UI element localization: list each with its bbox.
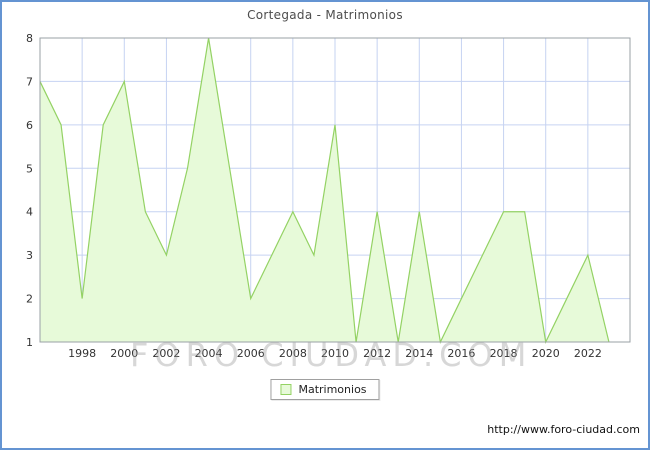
y-tick-label: 5 [26, 162, 33, 175]
x-tick-label: 2006 [237, 347, 265, 360]
y-axis-labels: 1 2 3 4 5 6 7 8 [26, 32, 33, 349]
y-tick-label: 1 [26, 336, 33, 349]
x-tick-label: 2012 [363, 347, 391, 360]
line-series-matrimonios [39, 37, 610, 344]
x-tick-label: 2010 [321, 347, 349, 360]
x-tick-label: 2022 [574, 347, 602, 360]
footer-url[interactable]: http://www.foro-ciudad.com [487, 423, 640, 436]
legend-label: Matrimonios [298, 383, 367, 396]
x-tick-label: 2002 [152, 347, 180, 360]
y-tick-label: 8 [26, 32, 33, 45]
y-tick-label: 4 [26, 206, 33, 219]
x-tick-label: 2016 [447, 347, 475, 360]
chart-title: Cortegada - Matrimonios [247, 8, 403, 22]
legend: Matrimonios [270, 379, 380, 400]
plot-border [39, 37, 631, 343]
x-tick-label: 2018 [490, 347, 518, 360]
legend-swatch-icon [280, 384, 292, 395]
x-tick-label: 2020 [532, 347, 560, 360]
y-tick-label: 3 [26, 249, 33, 262]
y-tick-label: 6 [26, 119, 33, 132]
x-tick-label: 2008 [279, 347, 307, 360]
y-tick-label: 2 [26, 293, 33, 306]
x-tick-label: 2014 [405, 347, 433, 360]
y-tick-label: 7 [26, 75, 33, 88]
x-tick-label: 1998 [68, 347, 96, 360]
x-tick-label: 2004 [195, 347, 223, 360]
x-tick-label: 2000 [110, 347, 138, 360]
x-axis-labels: 1998 2000 2002 2004 2006 2008 2010 2012 2014 2016… [68, 347, 602, 360]
